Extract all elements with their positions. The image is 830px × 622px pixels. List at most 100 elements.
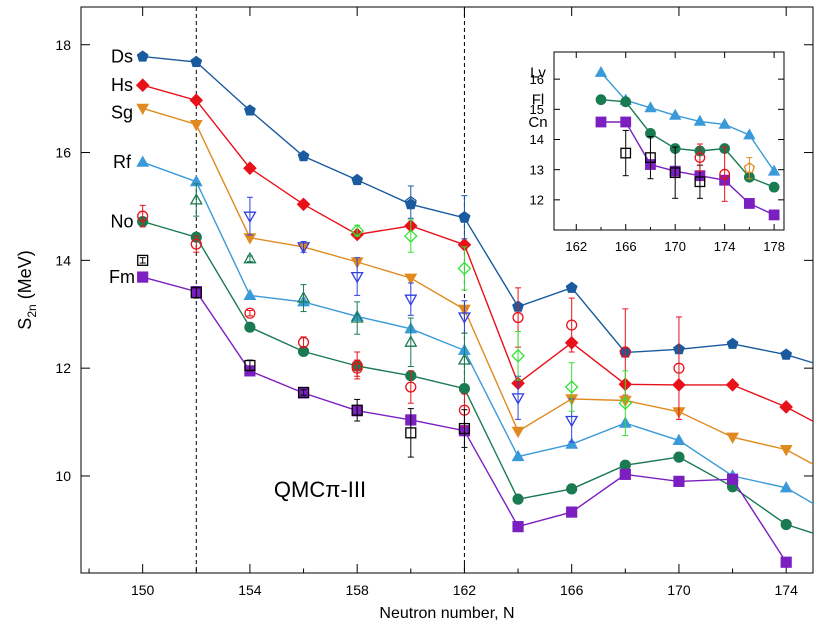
data-point-No [780, 518, 792, 531]
exp-point-Sg [565, 415, 579, 428]
data-point-Rf [779, 481, 793, 493]
data-point-Fm [780, 556, 792, 568]
x-tick-label: 162 [565, 239, 587, 254]
exp-point-Fm [458, 422, 471, 435]
data-point-Fm [619, 468, 631, 480]
series-line-Fl [600, 99, 775, 188]
exp-point-Hs [512, 311, 524, 324]
annotation-label: QMCπ-III [274, 477, 366, 502]
exp-point-Lv [743, 162, 756, 174]
series-label-Ds: Ds [111, 47, 133, 67]
x-tick-label: 178 [763, 239, 785, 254]
data-point-No [673, 451, 685, 463]
exp-point-No [190, 238, 202, 250]
data-point-Fm [137, 271, 149, 283]
data-point-Cn [620, 116, 632, 128]
exp-point-misc [457, 261, 472, 276]
exp-point-Rf [243, 251, 257, 264]
exp-point-Hs [405, 381, 417, 393]
main-data [135, 7, 813, 573]
exp-point-Fl [694, 152, 706, 163]
data-point-Ds [136, 50, 149, 62]
y-tick-label: 14 [530, 132, 544, 147]
x-tick-label: 170 [667, 582, 691, 598]
series-label-Fm: Fm [109, 267, 135, 287]
exp-point-Hs [673, 362, 685, 374]
data-point-Lv [767, 164, 781, 176]
exp-point-misc [403, 229, 418, 243]
data-point-Lv [644, 101, 657, 113]
data-point-No [512, 493, 524, 505]
data-point-Hs [779, 400, 793, 414]
exp-point-misc [564, 380, 579, 394]
data-point-Rf [565, 437, 579, 449]
exp-point-No [244, 307, 256, 319]
exp-point-Rf [457, 353, 472, 365]
exp-point-misc [350, 223, 365, 238]
exp-point-Fm [297, 386, 310, 399]
x-tick-label: 150 [131, 582, 155, 598]
exp-point-Sg [296, 242, 311, 254]
data-point-Ds [780, 348, 793, 360]
exp-point-Ds [458, 210, 471, 223]
data-point-Ds [297, 150, 310, 162]
data-point-Ds [351, 173, 364, 186]
exp-point-Fm [351, 404, 363, 416]
exp-point-Hs [619, 346, 631, 358]
data-point-Sg [726, 432, 739, 444]
data-point-Ds [190, 55, 203, 67]
series-label-Hs: Hs [111, 75, 133, 95]
exp-point-Rf [189, 192, 203, 205]
data-point-Fm [726, 473, 739, 485]
y-tick-label: 13 [530, 162, 544, 177]
series-label-No: No [110, 212, 133, 232]
data-point-Lv [693, 114, 707, 126]
exp-point-Sg [511, 393, 525, 405]
exp-point-Cn [669, 167, 681, 179]
y-tick-label: 12 [55, 360, 71, 376]
x-tick-label: 162 [453, 582, 477, 598]
data-point-Cn [595, 116, 607, 128]
data-point-Fm [512, 521, 524, 533]
exp-point-Hs [566, 319, 578, 331]
data-point-Rf [511, 449, 525, 462]
exp-point-misc [618, 396, 633, 411]
x-tick-label: 174 [714, 239, 736, 254]
series-label-Rf: Rf [113, 152, 132, 172]
exp-point-Cn [620, 147, 632, 159]
y-axis-label: S2n (MeV) [15, 250, 39, 329]
series-line-Rf [142, 161, 813, 505]
inset-legend-Cn: Cn [528, 114, 547, 131]
data-point-No [244, 321, 256, 333]
exp-point-Fm [405, 427, 417, 439]
data-point-Fl [620, 96, 632, 108]
exp-point-Rf [296, 291, 311, 303]
inset-legend-Lv: Lv [530, 65, 546, 82]
exp-point-Fm [137, 254, 149, 266]
data-point-Ds [244, 104, 256, 116]
series-line-Ds [142, 55, 813, 364]
y-tick-label: 18 [55, 37, 71, 53]
data-point-Hs [725, 378, 740, 392]
x-tick-label: 174 [775, 582, 799, 598]
series-label-Sg: Sg [111, 102, 133, 122]
data-point-Lv [718, 117, 731, 129]
series-line-Sg [142, 107, 813, 465]
exp-point-Cn [694, 176, 706, 188]
x-tick-label: 166 [560, 582, 584, 598]
exp-point-Sg [350, 271, 364, 284]
data-point-Rf [136, 155, 150, 167]
data-point-Sg [136, 103, 150, 116]
data-point-Hs [296, 197, 311, 212]
data-point-Ds [565, 281, 578, 293]
y-tick-label: 15 [530, 102, 544, 117]
data-point-Sg [779, 444, 793, 457]
data-point-Sg [404, 273, 418, 285]
data-point-Fl [595, 94, 607, 106]
y-tick-label: 16 [530, 72, 544, 87]
data-point-Sg [511, 426, 525, 439]
exp-point-No [137, 210, 149, 222]
data-point-Lv [669, 108, 682, 120]
x-tick-label: 154 [238, 582, 262, 598]
